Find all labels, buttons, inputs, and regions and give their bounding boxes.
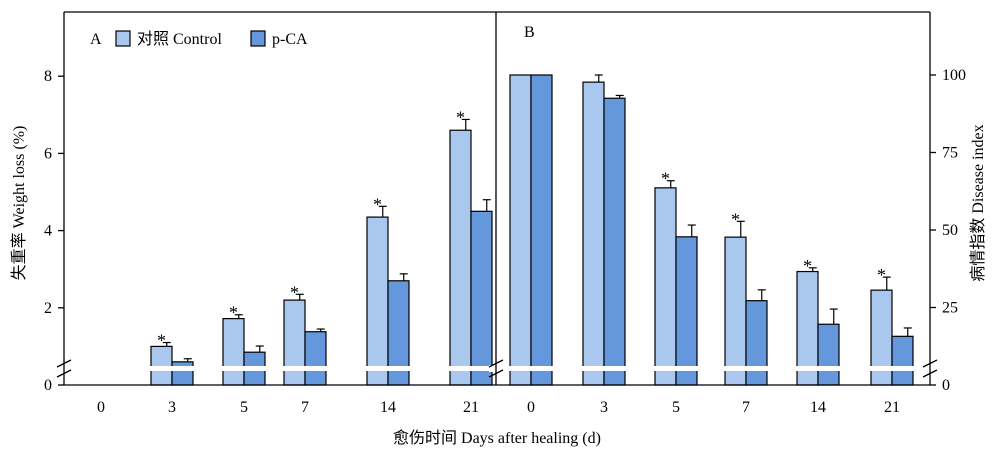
bar-a-pca-3 bbox=[171, 361, 194, 386]
y-tick-label-right-75: 75 bbox=[942, 145, 958, 162]
significance-star-b-21: * bbox=[877, 265, 886, 285]
bar-a-pca-7 bbox=[304, 331, 327, 386]
bar-a-control-5 bbox=[222, 318, 245, 386]
panel-letter-b: B bbox=[524, 24, 535, 41]
x-tick-label-b-3: 3 bbox=[600, 399, 608, 416]
x-tick-label-b-5: 5 bbox=[672, 399, 680, 416]
bar-b-pca-5 bbox=[675, 236, 698, 386]
bar-b-control-3 bbox=[582, 81, 605, 386]
significance-star-b-7: * bbox=[731, 209, 740, 229]
ticks-layer: 0 3 5 7 14 21 0 2 4 6 8 0 3 5 7 14 21 0 25 50 75 100 bbox=[44, 67, 966, 416]
x-tick-label-b-0: 0 bbox=[527, 399, 535, 416]
y-axis-title-right: 病情指数 Disease index bbox=[969, 124, 987, 281]
y-tick-label-left-8: 8 bbox=[44, 68, 52, 85]
y-tick-label-right-100: 100 bbox=[942, 67, 966, 84]
x-tick-label-a-14: 14 bbox=[380, 399, 396, 416]
bar-b-pca-3 bbox=[603, 97, 626, 386]
y-tick-label-left-2: 2 bbox=[44, 300, 52, 317]
y-tick-label-left-6: 6 bbox=[44, 145, 52, 162]
bar-a-control-21 bbox=[449, 129, 472, 386]
x-axis-title: 愈伤时间 Days after healing (d) bbox=[393, 429, 601, 447]
x-tick-label-b-21: 21 bbox=[884, 399, 900, 416]
y-tick-label-right-0: 0 bbox=[942, 377, 950, 394]
bar-a-pca-21 bbox=[470, 210, 493, 386]
bar-b-control-0 bbox=[509, 74, 532, 386]
significance-star-b-14: * bbox=[803, 256, 812, 276]
bars-layer: * * * * * * * * * bbox=[150, 74, 914, 386]
panel-letter-a: A bbox=[90, 31, 102, 48]
bar-a-control-14 bbox=[366, 216, 389, 386]
legend: 对照 Control p-CA bbox=[115, 30, 308, 48]
x-tick-label-b-14: 14 bbox=[810, 399, 826, 416]
y-axis-title-left: 失重率 Weight loss (%) bbox=[10, 126, 28, 281]
y-tick-label-right-25: 25 bbox=[942, 300, 958, 317]
y-tick-label-left-4: 4 bbox=[44, 223, 52, 240]
y-tick-label-left-0: 0 bbox=[44, 377, 52, 394]
legend-label-control: 对照 Control bbox=[137, 30, 222, 48]
bar-b-pca-14 bbox=[817, 323, 840, 386]
bar-b-pca-0 bbox=[530, 74, 553, 386]
bar-b-control-7 bbox=[724, 236, 747, 386]
significance-star-a-7: * bbox=[290, 282, 299, 302]
significance-star-a-5: * bbox=[229, 303, 238, 323]
y-tick-label-right-50: 50 bbox=[942, 222, 958, 239]
bar-a-control-3 bbox=[150, 345, 173, 386]
legend-swatch-pca bbox=[250, 30, 266, 47]
frame-layer bbox=[63, 11, 931, 386]
significance-star-a-21: * bbox=[456, 107, 465, 127]
significance-star-a-14: * bbox=[373, 194, 382, 214]
bar-b-pca-21 bbox=[891, 335, 914, 386]
bar-a-control-7 bbox=[283, 299, 306, 386]
x-tick-label-a-21: 21 bbox=[463, 399, 479, 416]
x-tick-label-a-3: 3 bbox=[168, 399, 176, 416]
significance-star-a-3: * bbox=[157, 331, 166, 351]
legend-swatch-control bbox=[115, 30, 131, 47]
bar-b-control-5 bbox=[654, 187, 677, 386]
legend-label-pca: p-CA bbox=[272, 31, 308, 48]
x-tick-label-a-7: 7 bbox=[301, 399, 309, 416]
bar-b-pca-7 bbox=[745, 300, 768, 386]
x-tick-label-a-5: 5 bbox=[240, 399, 248, 416]
x-tick-label-b-7: 7 bbox=[742, 399, 750, 416]
significance-star-b-5: * bbox=[661, 169, 670, 189]
x-tick-label-a-0: 0 bbox=[97, 399, 105, 416]
